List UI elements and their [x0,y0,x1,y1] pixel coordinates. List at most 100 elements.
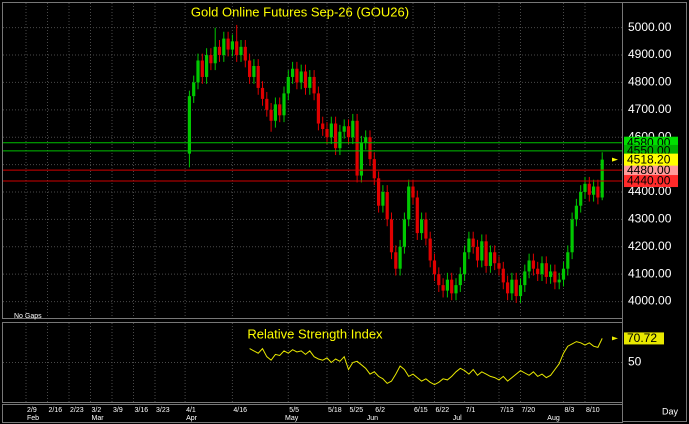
y-tick-label: 4400.00 [628,184,672,198]
candle-body [308,76,312,88]
x-tick-label: 7/20 [522,407,536,414]
candle-body [377,178,381,206]
candle-body [346,126,351,138]
candle-body [407,186,411,220]
candle-body [592,186,596,195]
month-label: Aug [547,415,560,422]
candle-body [523,271,527,286]
month-label: Apr [186,415,198,422]
month-label: May [285,415,299,422]
candle-body [299,71,303,83]
x-tick-label: 5/18 [328,407,342,414]
rsi-title: Relative Strength Index [247,326,383,341]
candle-body [420,219,424,234]
x-tick-label: 2/9 [27,407,37,414]
candle-body [497,263,501,269]
candle-body [540,263,544,275]
x-tick-label: 7/13 [500,407,514,414]
x-tick-label: 2/23 [70,407,84,414]
x-axis-label: Day [662,406,679,416]
last-price-arrow [612,157,618,162]
value-axis [622,2,687,422]
candle-body [389,219,394,253]
candle-body [463,252,467,275]
candle-body [278,104,282,116]
candle-body [273,104,277,121]
candle-body [260,87,265,99]
candle-body [424,219,428,239]
candle-body [368,137,372,160]
x-tick-label: 5/5 [289,407,299,414]
candle-body [441,285,445,291]
candle-body [338,131,342,149]
last-value-arrow [612,336,618,341]
y-tick-label: 50 [628,355,642,369]
candle-body [553,271,557,283]
candle-body [544,263,548,277]
candle-body [269,109,273,121]
y-tick-label: 4200.00 [628,239,672,253]
candle-body [351,120,355,138]
candle-body [334,123,338,149]
candle-body [385,192,389,220]
candle-body [450,279,454,294]
candle-body [587,183,591,195]
reference-label-box [624,164,678,177]
month-label: Feb [27,415,39,422]
candle-body [213,46,217,64]
y-tick-label: 4700.00 [628,102,672,116]
candle-body [192,82,196,97]
candle-body [291,68,295,77]
candle-body [187,96,191,154]
candle-body [402,219,406,247]
candle-body [303,71,308,88]
candle-body [321,123,325,129]
x-tick-label: 4/16 [233,407,247,414]
x-tick-label: 4/1 [186,407,196,414]
x-tick-label: 7/1 [466,407,476,414]
y-tick-label: 4000.00 [628,294,672,308]
candle-body [252,66,256,77]
candle-body [394,252,398,269]
candle-body [248,60,252,77]
candle-body [205,55,209,77]
chart-title: Gold Online Futures Sep-26 (GOU26) [191,4,409,19]
candle-body [596,186,600,198]
y-tick-label: 4300.00 [628,212,672,226]
candle-body [458,274,462,286]
candle-body [355,120,359,176]
x-tick-label: 8/3 [565,407,575,414]
rsi-line [249,338,603,386]
last-value-box [624,332,664,345]
x-tick-label: 3/16 [135,407,149,414]
candle-body [312,76,316,94]
candle-body [475,246,480,261]
x-tick-label: 6/22 [436,407,450,414]
candle-body [200,60,204,77]
x-tick-label: 5/25 [350,407,364,414]
x-tick-label: 6/2 [375,407,385,414]
candle-body [265,98,269,110]
candle-body [342,126,346,132]
candle-body [372,159,376,179]
y-tick-label: 5000.00 [628,20,672,34]
note: No Gaps [14,313,42,320]
candle-body [415,197,419,234]
candle-body [381,192,385,206]
candle-body [243,46,247,61]
candle-body [506,282,510,294]
candle-body [437,274,441,286]
candle-body [295,68,299,83]
y-tick-label: 4800.00 [628,75,672,89]
candle-body [316,93,320,124]
candle-body [488,252,492,266]
candle-body [536,268,540,275]
candle-body [411,186,415,198]
candle-body [531,260,535,269]
x-tick-label: 3/2 [92,407,102,414]
candle-body [235,41,239,56]
candle-body [286,76,290,94]
y-tick-label: 4900.00 [628,47,672,61]
candle-body [222,38,226,56]
